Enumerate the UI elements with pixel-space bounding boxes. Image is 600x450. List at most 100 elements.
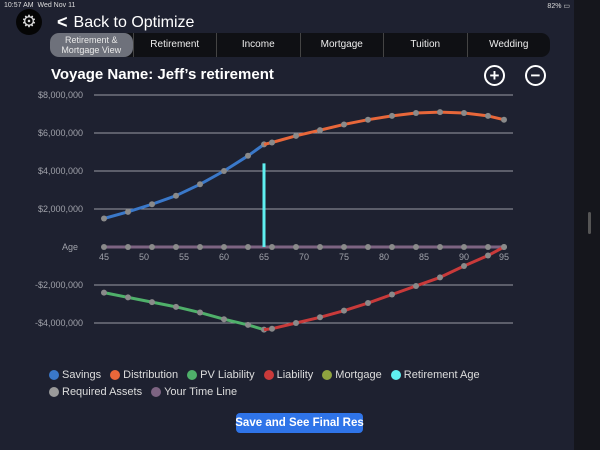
data-point-liability xyxy=(461,263,467,269)
legend-dot-icon xyxy=(110,369,121,380)
x-tick-label: 60 xyxy=(219,252,229,262)
data-point-time-line xyxy=(197,244,203,250)
status-battery: 82% ▭ xyxy=(547,3,570,10)
x-tick-label: 90 xyxy=(459,252,469,262)
data-point-distribution xyxy=(365,116,371,123)
data-point-time-line xyxy=(125,244,131,250)
data-point-time-line xyxy=(293,244,299,250)
legend-dot-icon xyxy=(187,369,198,380)
legend-item[interactable]: Liability xyxy=(263,369,313,381)
legend: Savings Distribution PV Liability Liability… xyxy=(49,366,489,400)
data-point-liability xyxy=(341,307,347,314)
data-point-savings xyxy=(173,192,179,199)
x-tick-label: 85 xyxy=(419,252,429,262)
data-point-distribution xyxy=(389,112,395,119)
legend-item[interactable]: Your Time Line xyxy=(151,386,237,398)
legend-item[interactable]: Savings xyxy=(49,369,101,381)
data-point-time-line xyxy=(269,244,275,250)
tab-bar: Retirement & Mortgage View Retirement In… xyxy=(50,33,550,57)
data-point-savings xyxy=(221,168,227,174)
legend-label: Savings xyxy=(62,368,102,381)
page-title: Voyage Name: Jeff’s retirement xyxy=(51,66,274,83)
data-point-pv-liability xyxy=(221,316,227,323)
legend-row: Savings Distribution PV Liability Liability… xyxy=(49,366,489,383)
tab-income[interactable]: Income xyxy=(216,33,300,57)
date: Wed Nov 11 xyxy=(37,2,76,9)
x-tick-label: 75 xyxy=(339,252,349,262)
gear-icon[interactable]: ⚙ xyxy=(16,9,42,35)
time: 10:57 AM xyxy=(4,2,34,9)
data-point-time-line xyxy=(317,244,323,250)
y-tick-label: $8,000,000 xyxy=(38,90,83,100)
right-edge xyxy=(574,0,600,450)
tab-retirement[interactable]: Retirement xyxy=(132,33,217,57)
legend-label: Your Time Line xyxy=(164,385,238,398)
data-point-time-line xyxy=(173,244,179,250)
data-point-time-line xyxy=(413,244,419,250)
legend-item[interactable]: Mortgage xyxy=(322,368,382,381)
x-tick-label: 80 xyxy=(379,252,389,262)
data-point-pv-liability xyxy=(125,294,131,301)
legend-label: Required Assets xyxy=(62,385,143,398)
data-point-pv-liability xyxy=(197,309,203,316)
legend-label: Mortgage xyxy=(335,368,382,381)
back-label: Back to Optimize xyxy=(73,13,195,31)
legend-row: Required Assets Your Time Line xyxy=(49,383,489,400)
data-point-liability xyxy=(293,320,299,326)
scrollbar[interactable] xyxy=(588,212,591,234)
legend-dot-icon xyxy=(49,386,59,397)
y-tick-label: $2,000,000 xyxy=(38,204,83,214)
data-point-pv-liability xyxy=(149,299,155,306)
series-line-liability xyxy=(263,245,505,332)
data-point-time-line xyxy=(485,244,491,250)
data-point-distribution xyxy=(501,116,507,123)
data-point-time-line xyxy=(341,244,347,250)
series-line-pv-liability xyxy=(103,291,265,332)
data-point-time-line xyxy=(389,244,395,250)
data-point-savings xyxy=(101,215,107,222)
data-point-pv-liability xyxy=(245,321,251,328)
tab-retirement-mortgage-view[interactable]: Retirement & Mortgage View xyxy=(50,33,133,57)
x-tick-label: 65 xyxy=(259,252,269,262)
tab-tuition[interactable]: Tuition xyxy=(383,33,467,57)
legend-dot-icon xyxy=(390,369,401,380)
legend-dot-icon xyxy=(322,369,333,380)
zoom-out-button[interactable]: − xyxy=(525,65,546,86)
data-point-liability xyxy=(485,252,491,259)
data-point-distribution xyxy=(437,109,443,116)
status-time: 10:57 AM Wed Nov 11 xyxy=(4,2,75,9)
data-point-savings xyxy=(245,152,251,159)
legend-label: PV Liability xyxy=(200,368,255,381)
chevron-left-icon: < xyxy=(57,12,68,32)
data-point-liability xyxy=(317,314,323,321)
data-point-distribution xyxy=(269,139,275,146)
data-point-distribution xyxy=(341,121,347,128)
tab-wedding[interactable]: Wedding xyxy=(466,33,551,57)
data-point-distribution xyxy=(461,110,467,117)
legend-item[interactable]: Distribution xyxy=(110,369,178,381)
x-tick-label: 55 xyxy=(179,252,189,262)
y-tick-label: $6,000,000 xyxy=(38,128,83,138)
back-button[interactable]: < Back to Optimize xyxy=(57,12,194,33)
data-point-savings xyxy=(149,201,155,208)
data-point-liability xyxy=(389,291,395,298)
data-point-distribution xyxy=(413,110,419,117)
x-tick-label: 50 xyxy=(139,252,149,262)
data-point-liability xyxy=(413,282,419,289)
data-point-distribution xyxy=(293,132,299,139)
x-tick-label: 45 xyxy=(99,252,109,262)
series-line-savings xyxy=(103,143,265,220)
data-point-liability xyxy=(437,274,443,281)
tab-mortgage[interactable]: Mortgage xyxy=(299,33,384,57)
legend-label: Distribution xyxy=(123,368,179,381)
series-line-distribution xyxy=(263,110,505,146)
data-point-time-line xyxy=(437,244,443,250)
save-final-results-button[interactable]: Save and See Final Res xyxy=(235,413,364,433)
legend-item[interactable]: Required Assets xyxy=(49,386,142,398)
legend-item[interactable]: Retirement Age xyxy=(390,369,480,381)
data-point-distribution xyxy=(485,112,491,119)
battery-level: 82% xyxy=(547,3,562,10)
data-point-distribution xyxy=(317,127,323,134)
zoom-in-button[interactable]: + xyxy=(484,65,505,86)
legend-item[interactable]: PV Liability xyxy=(187,368,255,381)
